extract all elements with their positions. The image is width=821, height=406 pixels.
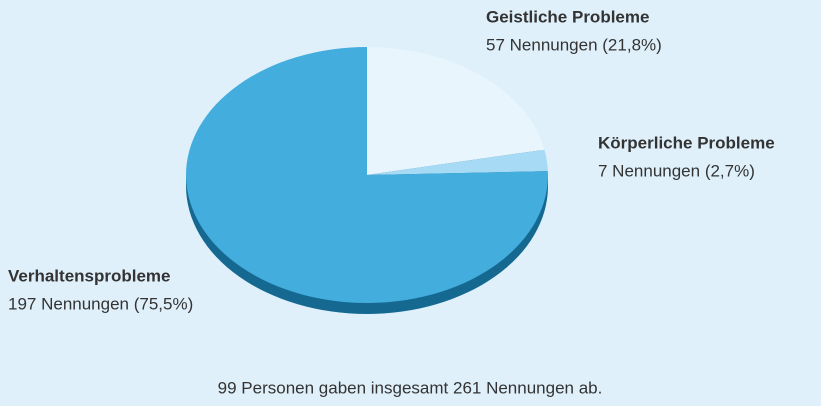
slice-value-label: 7 Nennungen (2,7%) [598, 161, 755, 180]
slice-name: Geistliche Probleme [486, 7, 649, 26]
pie-slice [367, 149, 548, 175]
slice-name: Verhaltensprobleme [8, 266, 171, 285]
slices [186, 47, 548, 303]
pie-slice [186, 47, 548, 303]
slice-name: Körperliche Probleme [598, 133, 775, 152]
footnote: 99 Personen gaben insgesamt 261 Nennunge… [218, 378, 603, 397]
pie-slice [367, 47, 545, 175]
slice-value-label: 197 Nennungen (75,5%) [8, 294, 193, 313]
slice-value-label: 57 Nennungen (21,8%) [486, 35, 662, 54]
